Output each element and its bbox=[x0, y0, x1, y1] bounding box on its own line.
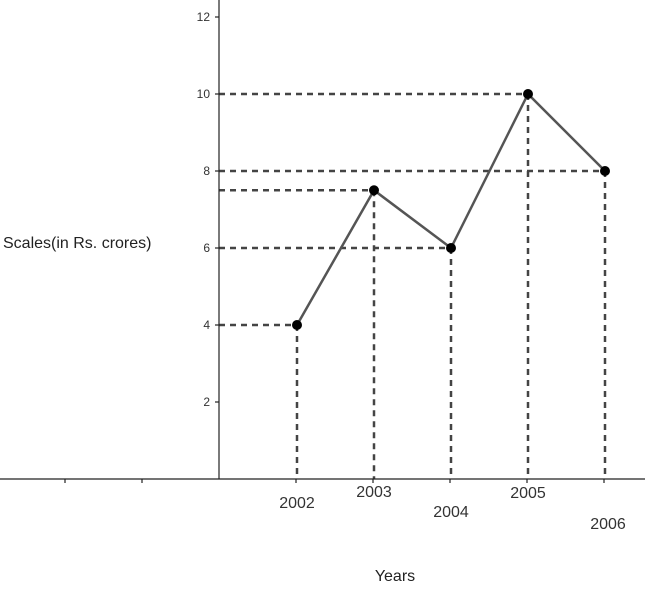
data-point bbox=[600, 166, 610, 176]
y-tick-label: 6 bbox=[203, 241, 210, 255]
x-tick-label: 2004 bbox=[433, 504, 469, 521]
x-tick-label: 2006 bbox=[590, 516, 626, 533]
y-tick-label: 12 bbox=[197, 10, 211, 24]
x-tick-label: 2003 bbox=[356, 484, 392, 501]
axes bbox=[0, 0, 645, 480]
x-tick-label: 2005 bbox=[510, 485, 546, 502]
x-tick-labels: 2002 2003 2004 2005 2006 bbox=[279, 484, 626, 533]
x-axis-title: Years bbox=[375, 568, 415, 585]
y-tick-label: 2 bbox=[203, 395, 210, 409]
series-line bbox=[295, 91, 606, 326]
y-tick-labels: 2 4 6 8 10 12 bbox=[197, 10, 219, 409]
y-tick-label: 4 bbox=[203, 318, 210, 332]
y-tick-label: 10 bbox=[197, 87, 211, 101]
data-point bbox=[523, 89, 533, 99]
y-axis-title: Scales(in Rs. crores) bbox=[3, 235, 151, 252]
data-point bbox=[292, 320, 302, 330]
y-tick-label: 8 bbox=[203, 164, 210, 178]
guide-lines bbox=[219, 92, 607, 479]
data-point bbox=[446, 243, 456, 253]
minor-ticks bbox=[64, 479, 605, 483]
x-tick-label: 2002 bbox=[279, 495, 315, 512]
data-point bbox=[369, 185, 379, 196]
series-group bbox=[292, 89, 610, 330]
